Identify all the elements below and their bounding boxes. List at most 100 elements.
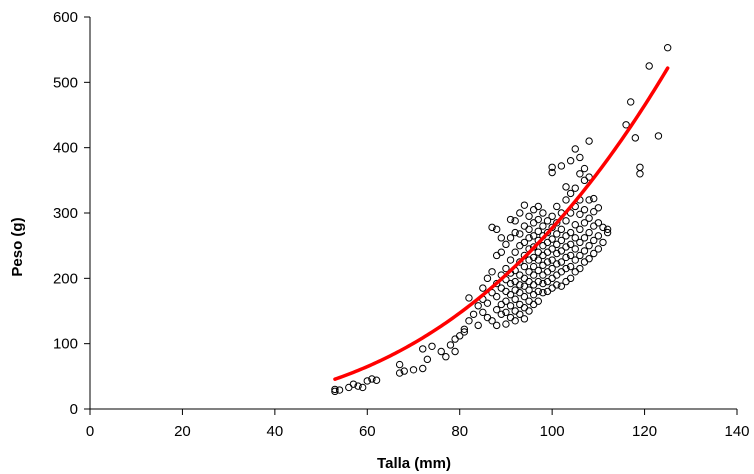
data-point bbox=[368, 375, 376, 383]
data-point bbox=[539, 209, 547, 217]
data-point bbox=[497, 310, 506, 318]
data-point bbox=[539, 279, 547, 288]
data-point bbox=[506, 302, 515, 310]
data-point bbox=[525, 212, 533, 220]
data-point bbox=[345, 383, 353, 392]
data-point bbox=[502, 297, 510, 305]
data-point bbox=[423, 355, 432, 364]
data-point bbox=[631, 134, 640, 142]
data-point bbox=[539, 241, 547, 250]
data-point bbox=[419, 364, 427, 373]
data-point bbox=[553, 240, 561, 249]
data-point bbox=[456, 332, 464, 340]
data-point bbox=[599, 238, 607, 247]
data-point bbox=[548, 245, 556, 253]
data-point bbox=[488, 223, 496, 232]
data-point bbox=[562, 217, 570, 225]
data-point bbox=[419, 345, 427, 353]
data-point bbox=[358, 383, 367, 392]
axes: 0 100 200 300 400 500 600 0 20 40 60 80 100 120 140 bbox=[53, 9, 750, 440]
data-point bbox=[483, 313, 492, 322]
data-point bbox=[520, 282, 529, 290]
data-point bbox=[590, 236, 598, 245]
data-point bbox=[553, 281, 561, 289]
data-point bbox=[543, 258, 552, 266]
data-point bbox=[497, 300, 506, 309]
data-point bbox=[553, 230, 561, 238]
data-point bbox=[534, 215, 542, 224]
data-point bbox=[511, 295, 519, 303]
data-point bbox=[437, 347, 445, 356]
data-point bbox=[479, 308, 487, 317]
data-point bbox=[492, 321, 501, 330]
data-point bbox=[543, 248, 552, 256]
data-point bbox=[460, 325, 469, 333]
data-point bbox=[520, 292, 529, 301]
data-point bbox=[534, 287, 542, 296]
y-tick-label: 500 bbox=[53, 74, 78, 91]
data-point bbox=[557, 258, 566, 266]
data-point bbox=[562, 196, 570, 204]
data-point bbox=[529, 290, 538, 299]
data-point bbox=[543, 217, 552, 225]
data-point bbox=[506, 256, 515, 264]
data-point bbox=[571, 221, 579, 229]
x-tick-label: 0 bbox=[86, 423, 94, 440]
data-point bbox=[543, 238, 552, 247]
data-point bbox=[590, 222, 598, 230]
data-point bbox=[409, 366, 418, 374]
data-point bbox=[557, 236, 566, 245]
data-point bbox=[479, 284, 487, 292]
data-point bbox=[451, 347, 459, 356]
data-point bbox=[571, 256, 579, 264]
data-point bbox=[529, 219, 538, 227]
data-point bbox=[534, 248, 542, 256]
data-point bbox=[594, 245, 603, 253]
data-point bbox=[534, 297, 542, 305]
data-point bbox=[580, 176, 589, 185]
data-point bbox=[594, 232, 603, 240]
data-point bbox=[571, 184, 579, 192]
data-point bbox=[502, 308, 510, 317]
data-point bbox=[539, 289, 547, 297]
data-point bbox=[543, 268, 552, 276]
data-point bbox=[571, 145, 579, 153]
data-point bbox=[511, 217, 519, 225]
trend-line bbox=[333, 66, 670, 381]
data-point bbox=[566, 189, 575, 198]
data-point bbox=[349, 380, 358, 388]
data-point bbox=[529, 281, 538, 289]
data-point bbox=[520, 262, 529, 271]
data-point bbox=[562, 264, 570, 273]
data-point bbox=[557, 282, 566, 290]
data-point bbox=[492, 251, 501, 260]
data-point bbox=[516, 310, 524, 318]
data-point bbox=[590, 249, 598, 258]
data-point bbox=[580, 258, 589, 266]
data-point bbox=[622, 121, 630, 129]
data-point bbox=[636, 163, 644, 171]
data-point bbox=[525, 234, 533, 242]
data-point bbox=[520, 201, 529, 209]
data-point bbox=[335, 386, 344, 394]
x-tick-label: 60 bbox=[359, 423, 376, 440]
data-point bbox=[534, 277, 542, 286]
data-point bbox=[451, 335, 459, 343]
data-point bbox=[488, 317, 496, 325]
data-point bbox=[645, 62, 653, 70]
data-point bbox=[566, 157, 575, 165]
data-point bbox=[566, 251, 575, 260]
y-tick-label: 600 bbox=[53, 9, 78, 26]
data-point bbox=[562, 277, 570, 286]
data-point bbox=[539, 251, 547, 260]
data-point bbox=[585, 228, 593, 237]
data-point bbox=[511, 317, 519, 325]
data-point bbox=[492, 225, 501, 234]
data-point bbox=[506, 313, 515, 322]
data-point bbox=[576, 170, 584, 178]
data-point bbox=[446, 341, 455, 349]
data-point bbox=[516, 241, 524, 250]
data-point bbox=[525, 268, 533, 276]
data-point bbox=[372, 376, 381, 384]
data-point bbox=[525, 225, 533, 234]
